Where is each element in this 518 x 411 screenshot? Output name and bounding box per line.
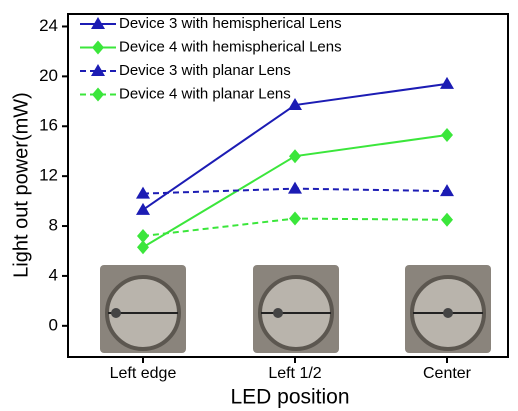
data-point xyxy=(136,203,150,215)
data-point xyxy=(289,149,301,163)
y-tick-label: 24 xyxy=(39,16,58,35)
legend-marker xyxy=(92,41,104,55)
data-point xyxy=(441,128,453,142)
y-tick-label: 0 xyxy=(49,315,58,334)
data-point xyxy=(137,229,149,243)
y-tick-label: 8 xyxy=(49,216,58,235)
x-tick-label: Left edge xyxy=(110,365,177,382)
y-tick-label: 20 xyxy=(39,66,58,85)
legend-label: Device 3 with hemispherical Lens xyxy=(119,15,342,32)
x-tick-label: Center xyxy=(423,365,472,382)
data-point xyxy=(440,77,454,89)
page: Light out power(mW) LED position 0 4 8 12 16… xyxy=(0,0,518,411)
legend-label: Device 3 with planar Lens xyxy=(119,62,291,79)
x-axis-label: LED position xyxy=(230,386,349,409)
chart: Light out power(mW) LED position 0 4 8 12 16… xyxy=(0,0,518,411)
led-photos xyxy=(100,265,491,353)
y-tick-label: 4 xyxy=(49,265,58,284)
data-point xyxy=(441,213,453,227)
led-photo-chip xyxy=(111,308,121,318)
legend-label: Device 4 with hemispherical Lens xyxy=(119,38,342,55)
y-tick-label: 12 xyxy=(39,166,58,185)
y-tick-label: 16 xyxy=(39,116,58,135)
data-point xyxy=(440,184,454,196)
led-photo-chip xyxy=(273,308,283,318)
legend-label: Device 4 with planar Lens xyxy=(119,85,291,102)
data-point xyxy=(289,212,301,226)
y-axis-label: Light out power(mW) xyxy=(10,92,32,278)
x-tick-label: Left 1/2 xyxy=(268,365,321,382)
led-photo-chip xyxy=(443,308,453,318)
legend-marker xyxy=(92,88,104,102)
data-point xyxy=(288,182,302,194)
